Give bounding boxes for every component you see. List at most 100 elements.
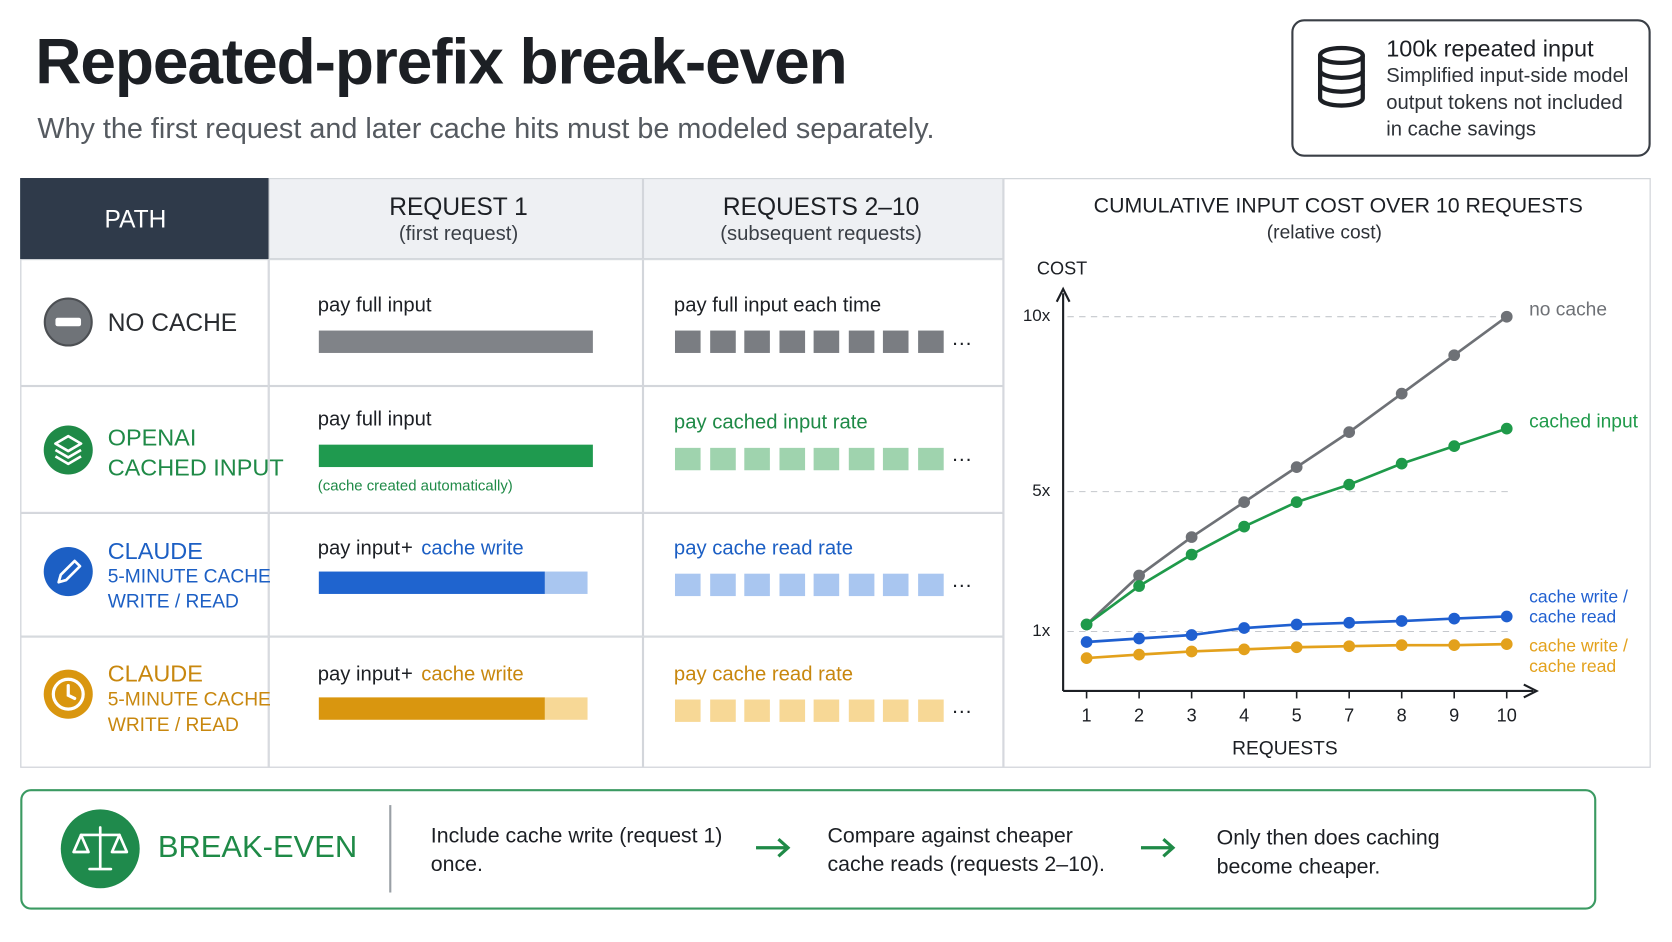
- header-title: REQUESTS 2–10: [722, 192, 920, 221]
- data-point: [1500, 638, 1513, 650]
- series-label: no cache: [1529, 298, 1608, 320]
- series-label: cache write / cache read: [1529, 636, 1628, 677]
- cost-square: [917, 573, 944, 597]
- data-point: [1290, 641, 1303, 654]
- data-point: [1395, 615, 1408, 627]
- footer-step: Compare against cheaper cache reads (req…: [827, 824, 1105, 877]
- y-axis-label: COST: [1037, 259, 1087, 279]
- claude-timer-icon: [43, 669, 93, 719]
- info-line: output tokens not included: [1386, 91, 1623, 115]
- data-point: [1343, 426, 1356, 438]
- cell-text: pay cache read rate: [673, 663, 854, 686]
- y-tick-label: 1x: [1032, 621, 1050, 640]
- cell: [642, 636, 1004, 768]
- cost-square: [813, 573, 840, 597]
- cost-square: [778, 330, 805, 353]
- data-point: [1185, 548, 1198, 561]
- data-point: [1395, 639, 1408, 652]
- chart-cell: [1003, 178, 1651, 768]
- data-point: [1395, 387, 1408, 400]
- cost-square: [813, 699, 840, 722]
- cost-bar: [544, 571, 588, 594]
- data-point: [1133, 569, 1145, 582]
- cell-text: pay full input: [317, 294, 432, 317]
- cost-square: [744, 447, 770, 471]
- cost-square: [674, 447, 701, 471]
- database-icon: [1317, 45, 1365, 108]
- header-cell: [642, 178, 1004, 260]
- cost-square: [813, 330, 840, 353]
- info-line: in cache savings: [1386, 118, 1537, 141]
- path-detail: WRITE / READ: [107, 713, 239, 736]
- x-tick-label: 2: [1134, 705, 1144, 725]
- arrow: [756, 838, 791, 858]
- x-tick-label: 7: [1344, 705, 1354, 725]
- cost-square: [709, 330, 736, 353]
- info-box: [1291, 19, 1651, 157]
- cost-square: [744, 699, 770, 722]
- cell-text: pay cache read rate: [673, 537, 854, 560]
- header-cell: [268, 178, 643, 260]
- cell-extra: cache write: [421, 663, 524, 686]
- data-point: [1185, 531, 1198, 543]
- info-title: 100k repeated input: [1386, 35, 1594, 62]
- cell: [268, 512, 643, 637]
- cost-square: [813, 447, 840, 471]
- footer-box: [20, 789, 1597, 910]
- chart-subtitle: (relative cost): [1267, 223, 1382, 244]
- cost-square: [709, 573, 736, 597]
- data-point: [1500, 610, 1513, 623]
- cost-square: [744, 330, 770, 353]
- cost-square: [778, 573, 805, 597]
- data-point: [1238, 643, 1251, 656]
- cell-text: pay input: [317, 663, 401, 686]
- path-detail: 5-MINUTE CACHE: [107, 688, 271, 710]
- no-cache-icon: [43, 297, 93, 347]
- cost-square: [917, 447, 944, 471]
- path-title: OPENAI: [107, 424, 197, 452]
- divider: [389, 805, 392, 893]
- cost-square: [848, 573, 874, 597]
- data-point: [1185, 645, 1198, 658]
- y-tick-label: 10x: [1023, 306, 1051, 325]
- cell-more: …: [951, 326, 973, 351]
- y-tick-label: 5x: [1032, 481, 1050, 500]
- cell: [642, 512, 1004, 637]
- header-title: REQUEST 1: [389, 192, 528, 221]
- cost-square: [709, 447, 736, 471]
- cost-square: [848, 330, 874, 353]
- data-point: [1238, 496, 1251, 508]
- cost-square: [882, 447, 909, 471]
- cell-extra: cache write: [421, 537, 524, 560]
- cell-text: pay full input: [317, 408, 432, 431]
- x-arrow: [1523, 683, 1539, 699]
- cell: [20, 636, 269, 768]
- cost-bar: [318, 697, 545, 720]
- cost-square: [674, 699, 701, 722]
- title: Repeated-prefix break-even: [35, 26, 848, 98]
- cost-bar: [544, 697, 588, 720]
- cost-square: [674, 573, 701, 597]
- cost-square: [709, 699, 736, 722]
- cell-text: pay cached input rate: [673, 411, 868, 434]
- footer-title: BREAK-EVEN: [157, 830, 358, 865]
- y-arrow: [1055, 286, 1071, 303]
- chart-title: CUMULATIVE INPUT COST OVER 10 REQUESTS: [1094, 193, 1583, 217]
- cell-more: …: [951, 568, 973, 593]
- data-point: [1343, 478, 1356, 491]
- path-title: CLAUDE: [107, 537, 203, 565]
- data-point: [1080, 636, 1093, 648]
- series-label: cache write / cache read: [1529, 587, 1628, 628]
- series-line: [1085, 427, 1508, 626]
- info-line: Simplified input-side model: [1386, 65, 1629, 88]
- cell: [268, 386, 643, 513]
- footer-step: Include cache write (request 1) once.: [430, 824, 723, 877]
- data-point: [1448, 612, 1461, 625]
- data-point: [1500, 310, 1513, 323]
- cost-square: [778, 447, 805, 471]
- x-tick-label: 1: [1082, 705, 1092, 725]
- cell: [642, 259, 1004, 387]
- cell: [20, 259, 269, 387]
- cell-more: …: [951, 694, 973, 719]
- header-cell: [20, 178, 269, 260]
